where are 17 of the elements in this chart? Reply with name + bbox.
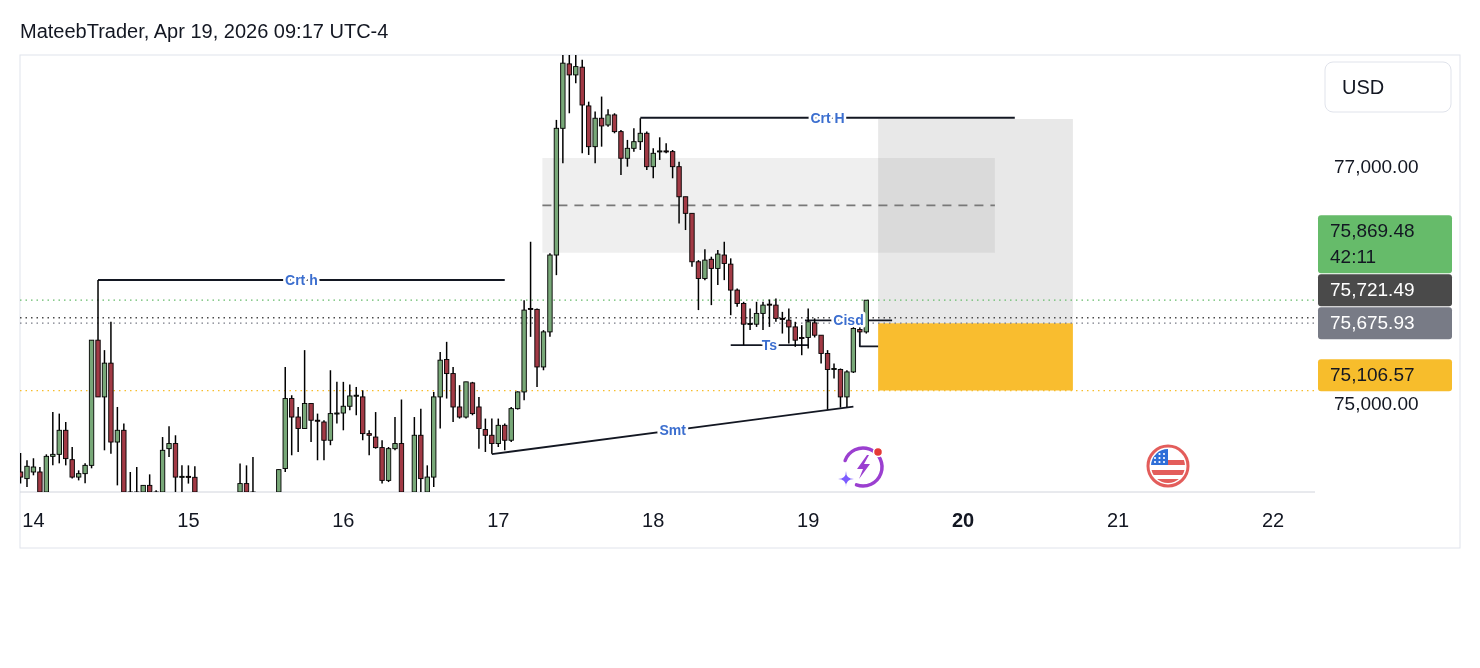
ref-line-label: 75,675.93 [1330, 312, 1415, 334]
x-tick-label: 19 [797, 509, 820, 531]
x-tick-label: 16 [332, 509, 355, 531]
x-tick-label: 20 [952, 509, 975, 531]
x-tick-label: 15 [177, 509, 200, 531]
x-tick-label: 17 [487, 509, 510, 531]
x-tick-label: 21 [1106, 509, 1130, 531]
y-tick-label: 77,000.00 [1334, 155, 1419, 177]
x-tick-label: 14 [22, 509, 45, 531]
ref-line-label: 75,869.48 42:11 [1330, 220, 1415, 268]
x-tick-label: 22 [1261, 509, 1285, 531]
y-tick-label: 75,000.00 [1334, 392, 1419, 414]
chart-title: MateebTrader, Apr 19, 2026 09:17 UTC-4 [20, 20, 389, 42]
ref-line-label: 75,721.49 [1330, 279, 1415, 301]
x-tick-label: 18 [642, 509, 665, 531]
y-axis-title: USD [1342, 76, 1385, 98]
ref-line-label: 75,106.57 [1330, 364, 1415, 386]
